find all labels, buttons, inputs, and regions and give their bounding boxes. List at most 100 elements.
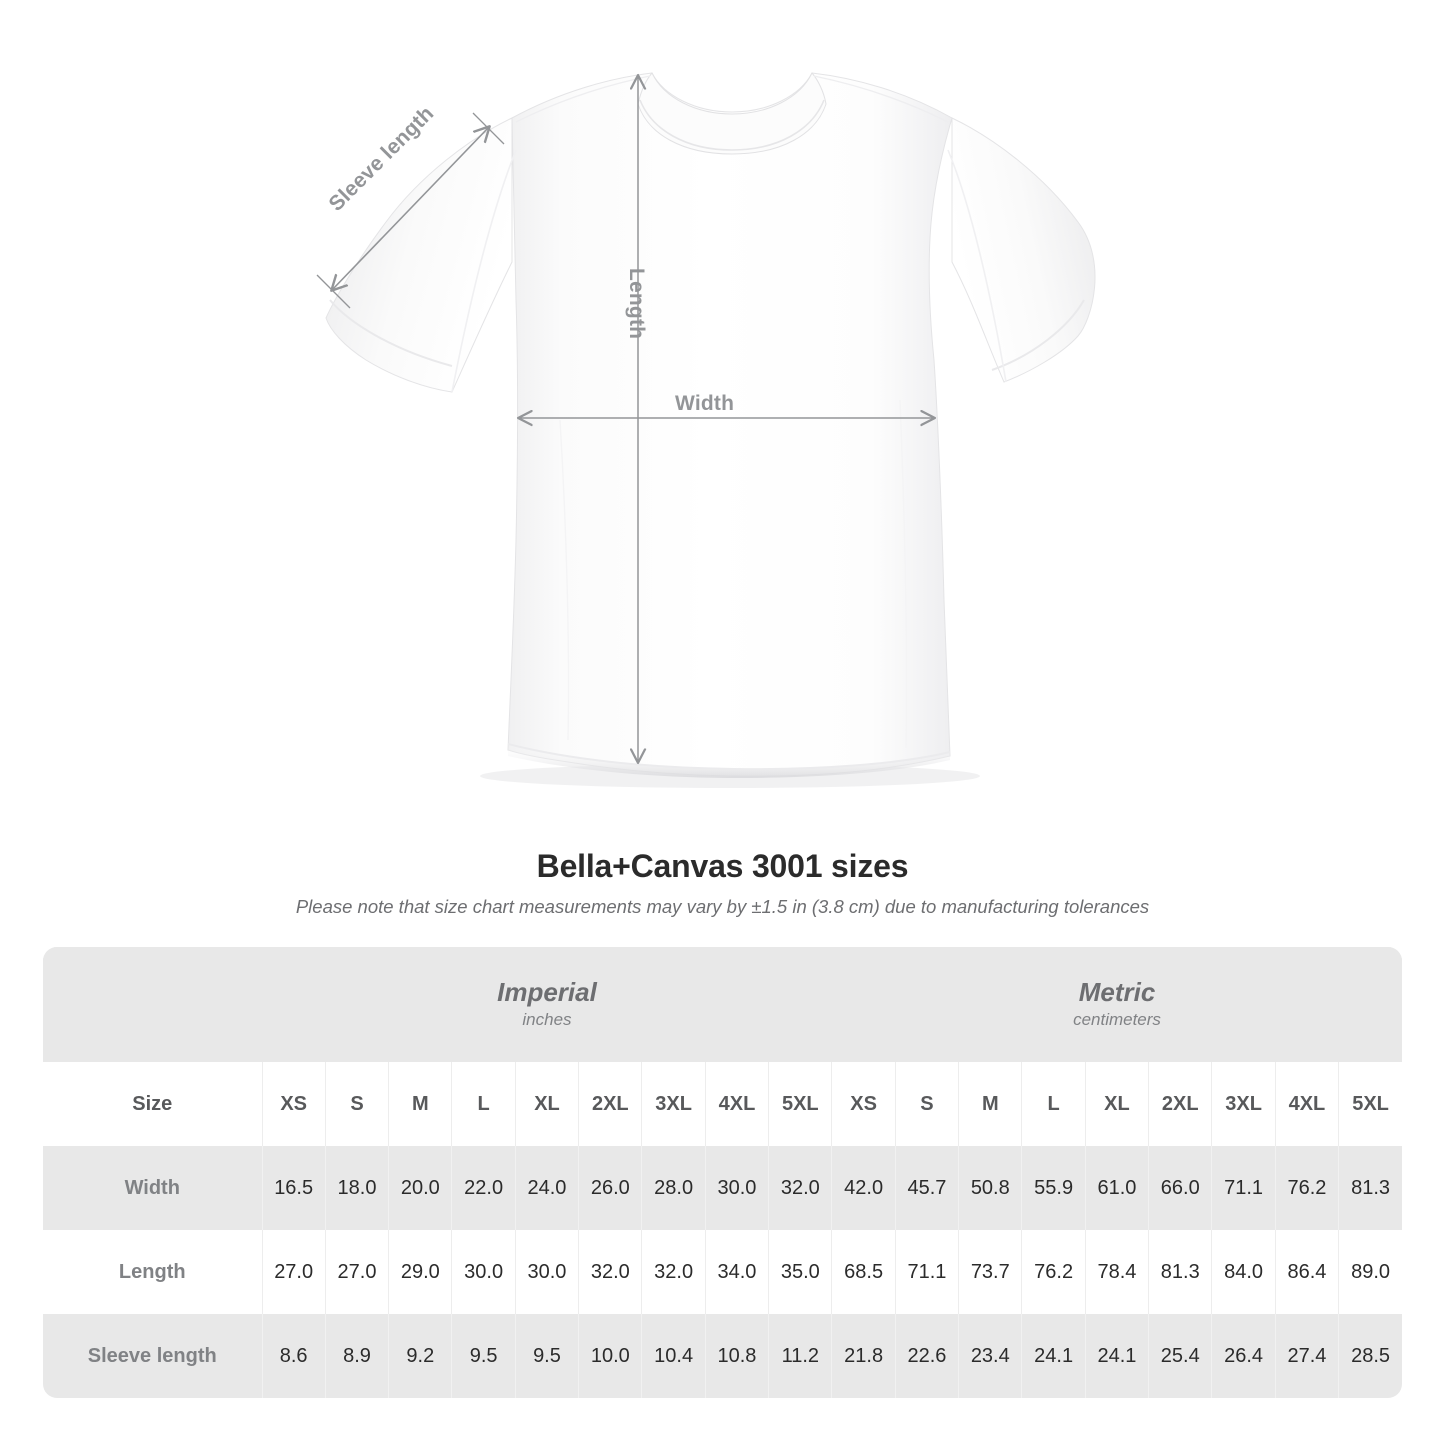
measurement-cell: 24.1 (1084, 1314, 1149, 1398)
length-label: Length (625, 268, 648, 340)
unit-system-header-row: Imperial inches Metric centimeters (43, 947, 1402, 1062)
measurement-cell: 21.8 (831, 1314, 896, 1398)
size-header-cell: 5XL (1338, 1062, 1402, 1146)
size-header-cell: XS (261, 1062, 326, 1146)
size-chart-table-container: Imperial inches Metric centimeters Size XS S M L… (43, 947, 1402, 1398)
unit-header-spacer (43, 947, 262, 1062)
page-title: Bella+Canvas 3001 sizes (536, 848, 909, 884)
measurement-cell: 25.4 (1148, 1314, 1212, 1398)
measurement-cell: 23.4 (958, 1314, 1022, 1398)
shirt-body-group (325, 72, 1096, 778)
tolerance-note: Please note that size chart measurements… (295, 896, 1150, 917)
measurement-cell: 73.7 (958, 1230, 1022, 1314)
fabric-fold-right (899, 399, 908, 749)
measurement-row-label: Width (43, 1146, 262, 1230)
measurement-cell: 76.2 (1274, 1146, 1339, 1230)
measurement-cell: 20.0 (388, 1146, 452, 1230)
measurement-cell: 24.1 (1021, 1314, 1086, 1398)
measurement-cell: 27.0 (324, 1230, 389, 1314)
measurement-cell: 84.0 (1211, 1230, 1276, 1314)
unit-system-unit: centimeters (1073, 1010, 1161, 1030)
size-header-row: Size XS S M L XL 2XL 3XL 4XL 5XL XS S M L XL 2XL 3XL 4XL 5… (43, 1062, 1402, 1146)
measurement-cell: 10.0 (578, 1314, 642, 1398)
sleeve-length-dimension (316, 112, 505, 309)
measurement-cell: 18.0 (324, 1146, 389, 1230)
measurement-cell: 66.0 (1148, 1146, 1212, 1230)
table-row: Sleeve length 8.6 8.9 9.2 9.5 9.5 10.0 10.4 10.8… (43, 1314, 1402, 1398)
measurement-cell: 32.0 (641, 1230, 706, 1314)
measurement-cell: 32.0 (768, 1146, 832, 1230)
measurement-cell: 30.0 (451, 1230, 516, 1314)
sleeve-tick-upper (472, 112, 505, 145)
size-header-cell: XL (1084, 1062, 1149, 1146)
measurement-cell: 24.0 (514, 1146, 579, 1230)
tshirt-measurement-diagram: Sleeve length Length Width (316, 72, 1096, 788)
right-sleeve-hem (991, 299, 1085, 371)
measurement-cell: 16.5 (261, 1146, 326, 1230)
shirt-hem (508, 742, 950, 778)
sleeve-tick-lower (316, 274, 351, 309)
measurement-cell: 9.2 (388, 1314, 452, 1398)
measurement-cell: 9.5 (451, 1314, 516, 1398)
unit-system-name: Metric (1078, 976, 1156, 1007)
size-header-cell: XL (514, 1062, 579, 1146)
size-header-cell: S (894, 1062, 959, 1146)
size-header-cell: 2XL (1148, 1062, 1212, 1146)
right-shoulder-seam (813, 75, 949, 123)
size-header-cell: L (451, 1062, 516, 1146)
right-sleeve (951, 117, 1096, 383)
measurement-cell: 32.0 (578, 1230, 642, 1314)
measurement-cell: 30.0 (704, 1146, 769, 1230)
measurement-cell: 71.1 (1211, 1146, 1276, 1230)
size-header-cell: 4XL (704, 1062, 769, 1146)
size-header-cell: 4XL (1274, 1062, 1339, 1146)
measurement-cell: 28.5 (1338, 1314, 1402, 1398)
measurement-cell: 28.0 (641, 1146, 706, 1230)
size-header-cell: M (388, 1062, 452, 1146)
size-header-cell: XS (831, 1062, 896, 1146)
sleeve-length-arrow (332, 127, 489, 290)
table-row: Width 16.5 18.0 20.0 22.0 24.0 26.0 28.0 30.0 32.… (43, 1146, 1402, 1230)
tshirt-illustration (316, 72, 1096, 788)
right-armhole-seam (947, 149, 1007, 383)
collar-inner-seam (639, 99, 825, 151)
measurement-cell: 30.0 (514, 1230, 579, 1314)
measurement-cell: 22.6 (894, 1314, 959, 1398)
fabric-fold-left (559, 419, 570, 741)
measurement-cell: 8.9 (324, 1314, 389, 1398)
measurement-cell: 8.6 (261, 1314, 326, 1398)
table-row: Length 27.0 27.0 29.0 30.0 30.0 32.0 32.0 34.0 35… (43, 1230, 1402, 1314)
measurement-cell: 27.0 (261, 1230, 326, 1314)
measurement-cell: 89.0 (1338, 1230, 1402, 1314)
size-header-cell: S (324, 1062, 389, 1146)
measurement-cell: 27.4 (1274, 1314, 1339, 1398)
measurement-cell: 22.0 (451, 1146, 516, 1230)
unit-system-unit: inches (522, 1010, 572, 1030)
size-header-cell: 3XL (641, 1062, 706, 1146)
measurement-cell: 29.0 (388, 1230, 452, 1314)
unit-system-header-metric: Metric centimeters (831, 947, 1402, 1062)
measurement-cell: 10.8 (704, 1314, 769, 1398)
measurement-cell: 78.4 (1084, 1230, 1149, 1314)
measurement-row-label: Length (43, 1230, 262, 1314)
size-header-cell: L (1021, 1062, 1086, 1146)
unit-system-name: Imperial (497, 976, 597, 1007)
measurement-cell: 81.3 (1148, 1230, 1212, 1314)
left-sleeve-hem (329, 299, 453, 367)
measurement-cell: 61.0 (1084, 1146, 1149, 1230)
measurement-cell: 11.2 (768, 1314, 832, 1398)
measurement-cell: 55.9 (1021, 1146, 1086, 1230)
measurement-cell: 50.8 (958, 1146, 1022, 1230)
size-header-cell: 3XL (1211, 1062, 1276, 1146)
measurement-cell: 26.0 (578, 1146, 642, 1230)
measurement-cell: 9.5 (514, 1314, 579, 1398)
unit-system-header-imperial: Imperial inches (262, 947, 832, 1062)
measurement-cell: 10.4 (641, 1314, 706, 1398)
measurement-row-label: Sleeve length (43, 1314, 262, 1398)
measurement-cell: 35.0 (768, 1230, 832, 1314)
measurement-cell: 42.0 (831, 1146, 896, 1230)
measurement-cell: 86.4 (1274, 1230, 1339, 1314)
size-chart-table: Imperial inches Metric centimeters Size XS S M L… (43, 947, 1402, 1398)
shirt-torso (507, 72, 953, 777)
measurement-cell: 34.0 (704, 1230, 769, 1314)
